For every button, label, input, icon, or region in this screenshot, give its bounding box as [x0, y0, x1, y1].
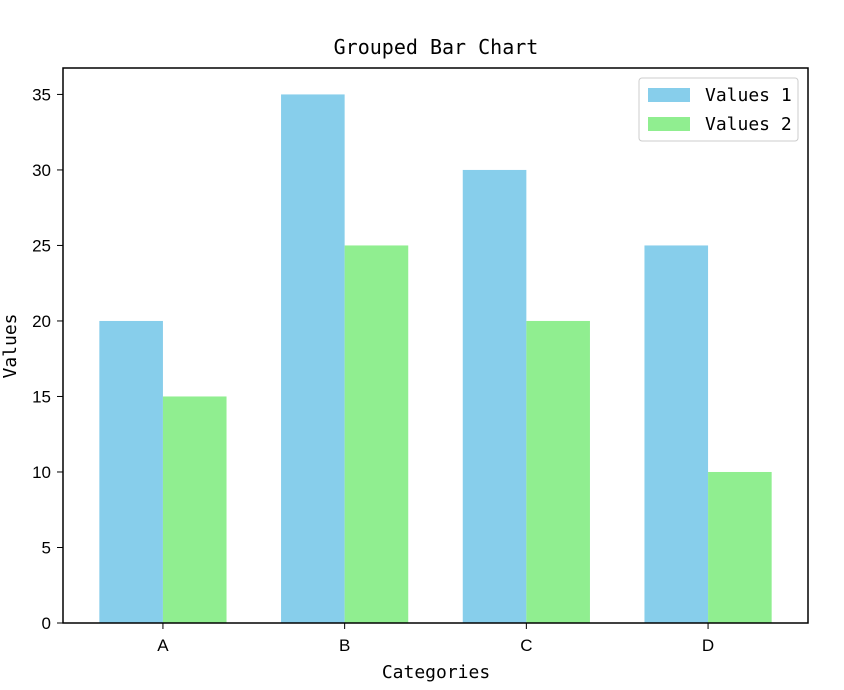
- bars-group: [99, 94, 772, 623]
- legend-swatch-values-1: [648, 88, 690, 102]
- bar-values-2-d: [708, 471, 772, 623]
- bar-values-1-c: [462, 169, 527, 623]
- y-tick-label: 20: [32, 312, 51, 331]
- bar-values-1-a: [99, 320, 163, 623]
- y-tick-label: 25: [32, 236, 51, 255]
- y-tick-label: 10: [32, 463, 51, 482]
- y-axis-ticks: 0 5 10 15 20 25 30 35: [32, 85, 63, 633]
- y-tick-label: 15: [32, 387, 51, 406]
- bar-values-2-c: [526, 320, 590, 623]
- x-axis-label: Categories: [382, 662, 490, 683]
- legend-label-values-1: Values 1: [705, 85, 792, 106]
- y-tick-label: 35: [32, 85, 51, 104]
- bar-values-1-d: [644, 245, 709, 623]
- chart-title: Grouped Bar Chart: [334, 35, 539, 59]
- x-tick-label-b: B: [339, 636, 350, 655]
- bar-values-1-b: [281, 94, 345, 623]
- y-tick-label: 0: [42, 614, 51, 633]
- legend-swatch-values-2: [648, 117, 690, 131]
- x-tick-label-c: C: [520, 636, 532, 655]
- y-tick-label: 5: [42, 538, 51, 557]
- x-axis-ticks: A B C D: [157, 623, 714, 655]
- bar-values-2-b: [344, 245, 409, 623]
- x-tick-label-d: D: [702, 636, 714, 655]
- legend-label-values-2: Values 2: [705, 114, 792, 135]
- plot-frame: [62, 67, 809, 624]
- bar-values-2-a: [162, 396, 227, 623]
- y-axis-label: Values: [0, 313, 21, 378]
- x-tick-label-a: A: [157, 636, 169, 655]
- legend: Values 1 Values 2: [638, 77, 799, 142]
- y-tick-label: 30: [32, 161, 51, 180]
